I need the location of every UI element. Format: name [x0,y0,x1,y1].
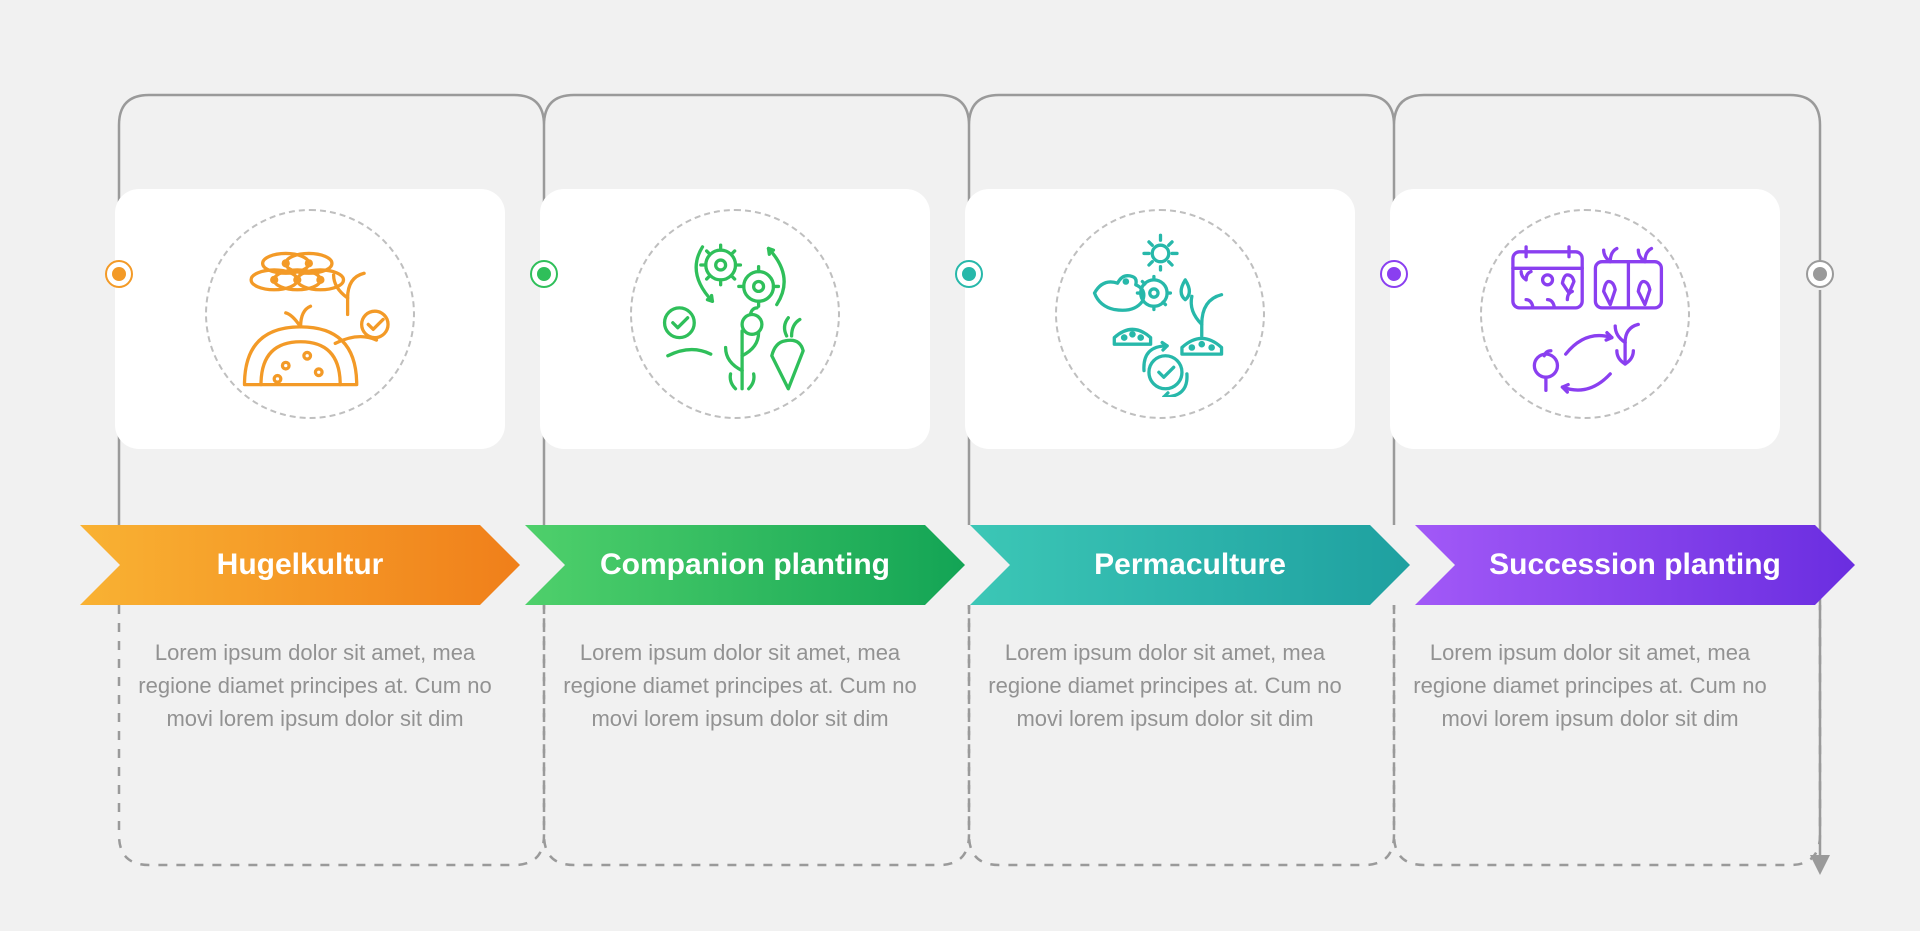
connector-node-4 [1380,260,1408,288]
arrow-step-2: Companion planting [525,525,965,605]
connector-node-1 [105,260,133,288]
arrow-label: Permaculture [970,525,1410,605]
card-2 [540,189,930,449]
icon-ring [1480,209,1690,419]
card-1 [115,189,505,449]
desc-4: Lorem ipsum dolor sit amet, mea regione … [1405,636,1775,735]
connector-node-3 [955,260,983,288]
icon-ring [205,209,415,419]
icon-ring [630,209,840,419]
desc-3: Lorem ipsum dolor sit amet, mea regione … [980,636,1350,735]
arrow-step-1: Hugelkultur [80,525,520,605]
card-3 [965,189,1355,449]
icon-ring [1055,209,1265,419]
arrow-step-3: Permaculture [970,525,1410,605]
arrow-step-4: Succession planting [1415,525,1855,605]
desc-1: Lorem ipsum dolor sit amet, mea regione … [130,636,500,735]
connector-lines [0,0,1920,931]
infographic-stage: Hugelkultur Lorem ipsum dolor sit amet, m… [0,0,1920,931]
arrow-label: Hugelkultur [80,525,520,605]
card-4 [1390,189,1780,449]
desc-2: Lorem ipsum dolor sit amet, mea regione … [555,636,925,735]
connector-node-2 [530,260,558,288]
arrow-label: Companion planting [525,525,965,605]
connector-node-end [1806,260,1834,288]
arrow-label: Succession planting [1415,525,1855,605]
